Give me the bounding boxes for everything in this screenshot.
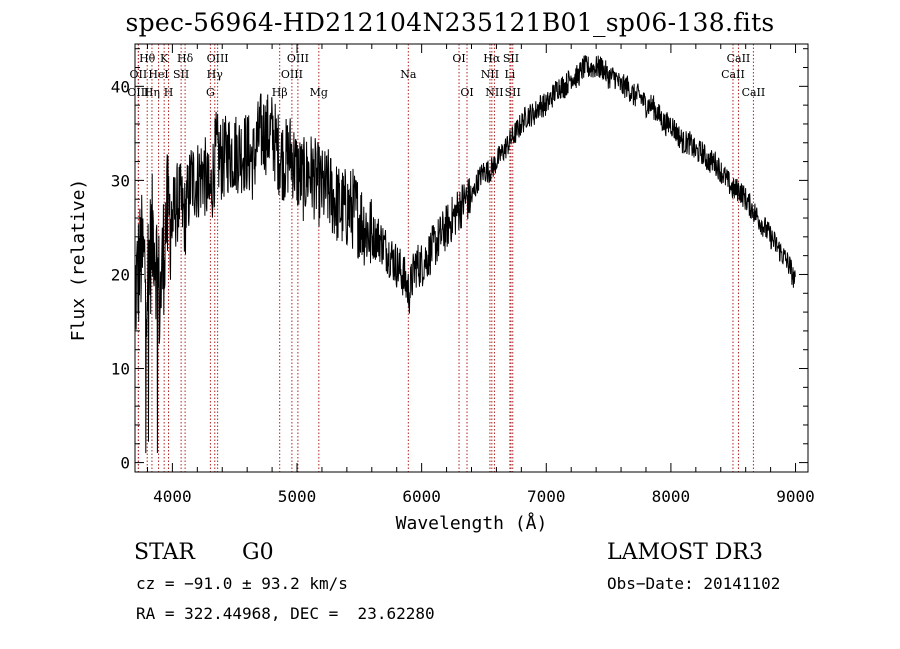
x-axis-label: Wavelength (Å) [396, 512, 548, 534]
marker-label: SII [503, 52, 519, 65]
x-tick-label: 9000 [776, 487, 815, 506]
plot-frame [134, 43, 809, 473]
x-tick-label: 5000 [278, 487, 317, 506]
marker-label: OIII [287, 52, 309, 65]
y-tick-label: 0 [120, 454, 130, 473]
y-tick-label: 20 [111, 265, 130, 284]
marker-label: CaII [727, 52, 751, 65]
marker-label: Hδ [177, 52, 194, 65]
x-tick-label: 7000 [527, 487, 566, 506]
marker-label: Hα [483, 52, 501, 65]
marker-label: Li [504, 68, 515, 81]
y-tick-label: 10 [111, 360, 130, 379]
marker-label: NII [481, 68, 499, 81]
marker-label: OI [452, 52, 465, 65]
object-class: STAR [134, 540, 195, 565]
marker-label: Hβ [272, 86, 288, 99]
y-tick-label: 40 [111, 77, 130, 96]
marker-label: HeI [148, 68, 168, 81]
marker-label: H [164, 86, 174, 99]
chart-title: spec-56964-HD212104N235121B01_sp06-138.f… [125, 8, 775, 37]
redshift-value: cz = −91.0 ± 93.2 km/s [136, 574, 348, 593]
marker-label: NII [485, 86, 503, 99]
observation-date: Obs−Date: 20141102 [607, 574, 781, 593]
marker-label: CaII [721, 68, 745, 81]
marker-label: Hγ [207, 68, 224, 81]
marker-label: Na [400, 68, 417, 81]
marker-label: CaII [742, 86, 766, 99]
axis-ticks: 4000 5000 6000 7000 8000 9000 0 10 20 30 40 [111, 44, 815, 506]
marker-label: OIII [207, 52, 229, 65]
x-tick-label: 8000 [652, 487, 691, 506]
marker-label: SII [173, 68, 189, 81]
marker-label: OII [130, 68, 148, 81]
marker-label: OIII [281, 68, 303, 81]
flux-series-line [134, 55, 796, 454]
marker-label: Hθ [139, 52, 156, 65]
emission-line-markers [137, 44, 754, 472]
marker-label: Mg [310, 86, 328, 99]
y-axis-label: Flux (relative) [68, 179, 89, 342]
marker-label: Hη [144, 86, 160, 99]
marker-label: SII [505, 86, 521, 99]
coordinates: RA = 322.44968, DEC = 23.62280 [136, 604, 435, 623]
survey-name: LAMOST DR3 [607, 540, 763, 565]
x-tick-label: 6000 [402, 487, 441, 506]
marker-labels: Hθ OII OIII K HeI Hη H Hδ SII OIII Hγ G Hβ OIII OIII Mg… [127, 52, 765, 99]
marker-label: OIII [127, 86, 149, 99]
y-tick-label: 30 [111, 171, 130, 190]
marker-label: K [160, 52, 169, 65]
object-subclass: G0 [242, 540, 274, 565]
marker-label: OI [460, 86, 473, 99]
x-tick-label: 4000 [153, 487, 192, 506]
marker-label: G [206, 86, 215, 99]
